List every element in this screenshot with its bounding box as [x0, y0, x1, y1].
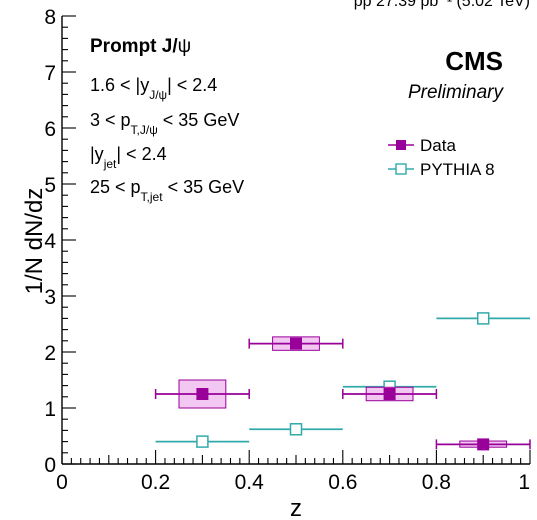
- y-axis-title: 1/N dN/dz: [21, 188, 48, 295]
- legend-pythia-label: PYTHIA 8: [420, 160, 495, 179]
- annotation-cut-pt-jpsi: 3 < pT,J/ψ < 35 GeV: [90, 110, 239, 137]
- ticks: [61, 15, 531, 465]
- y-tick-label: 7: [44, 62, 56, 85]
- x-tick-label: 0: [56, 471, 68, 494]
- x-axis-title: z: [290, 495, 302, 520]
- legend-data-marker: [396, 140, 406, 150]
- status-label: Preliminary: [408, 82, 505, 103]
- y-tick-label: 0: [44, 454, 56, 477]
- y-tick-label: 2: [44, 342, 56, 365]
- series-pythia: [155, 312, 530, 448]
- pythia-point: [476, 312, 490, 325]
- tick-labels: 0 0.2 0.4 0.6 0.8 1 0 1 2 3 4 5 6 7 8: [44, 6, 530, 494]
- y-tick-label: 8: [44, 6, 56, 29]
- y-tick-label: 5: [44, 174, 56, 197]
- luminosity-label: pp 27.39 pb⁻¹ (5.02 TeV): [354, 0, 530, 10]
- legend-entry-data: Data: [388, 136, 456, 155]
- x-tick-label: 0.2: [141, 471, 170, 494]
- data-point: [383, 388, 396, 400]
- x-tick-label: 1: [518, 471, 530, 494]
- y-tick-label: 6: [44, 118, 56, 141]
- annotation-cut-pt-jet: 25 < pT,jet < 35 GeV: [90, 177, 244, 204]
- y-tick-label: 4: [44, 230, 56, 253]
- y-tick-label: 3: [44, 286, 56, 309]
- legend-entry-pythia: PYTHIA 8: [388, 160, 495, 179]
- annotation-cut-rapidity: 1.6 < |yJ/ψ| < 2.4: [90, 75, 217, 102]
- data-point: [477, 438, 490, 451]
- x-tick-label: 0.6: [328, 471, 357, 494]
- legend: Data PYTHIA 8: [388, 136, 495, 179]
- legend-data-label: Data: [420, 136, 456, 155]
- annotation-title: Prompt J/ψ: [90, 36, 191, 57]
- legend-pythia-marker: [395, 163, 407, 175]
- annotation-cut-jet-rapidity: |yjet| < 2.4: [90, 144, 167, 171]
- x-tick-label: 0.8: [422, 471, 451, 494]
- experiment-label: CMS: [445, 46, 503, 76]
- pythia-point: [196, 435, 209, 448]
- data-point: [290, 337, 302, 350]
- series-data: [154, 336, 531, 451]
- pythia-point: [289, 423, 303, 436]
- x-tick-label: 0.4: [235, 471, 265, 494]
- y-tick-label: 1: [44, 398, 56, 421]
- data-point: [196, 388, 209, 400]
